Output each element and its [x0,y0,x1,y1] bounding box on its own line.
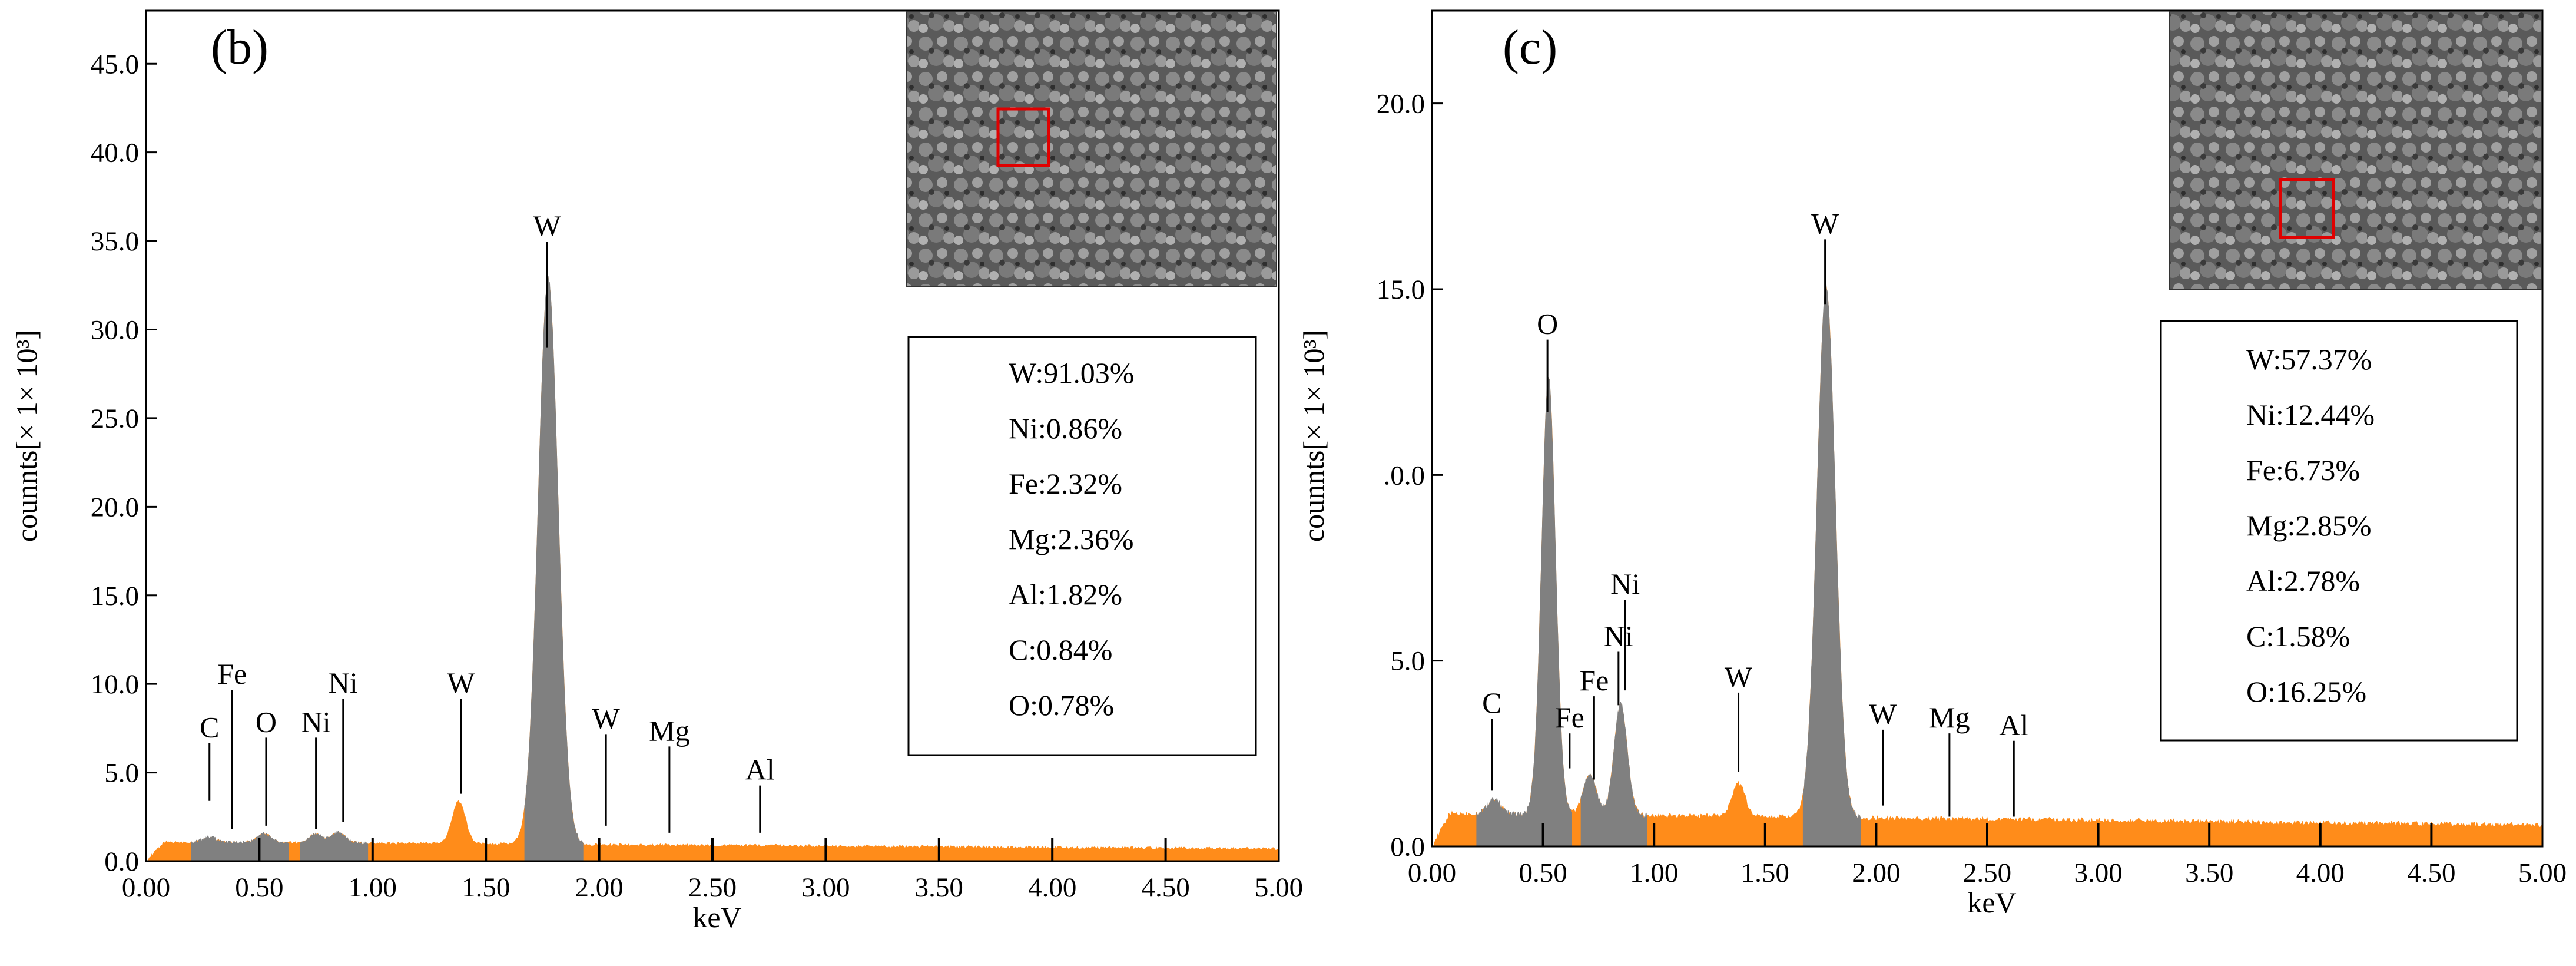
x-axis-title: keV [692,901,741,934]
x-tick-label: 0.50 [1519,858,1567,888]
x-tick-label: 1.00 [1630,858,1678,888]
peak-label-ni: Ni [329,666,358,699]
x-tick-label: 0.00 [1408,858,1456,888]
x-tick-label: 2.00 [1852,858,1900,888]
y-tick-label: 25.0 [91,403,139,434]
y-tick-label: 40.0 [91,138,139,168]
peak-label-al: Al [1999,709,2028,742]
y-tick-label: 45.0 [91,49,139,80]
sem-inset-image [2169,11,2542,290]
x-tick-label: 5.00 [1255,872,1303,903]
sem-inset-image [906,11,1277,287]
x-tick-label: 2.50 [1963,858,2011,888]
x-tick-label: 0.00 [122,872,170,903]
composition-entry: Al:1.82% [1009,578,1122,611]
peak-label-mg: Mg [649,714,689,747]
x-tick-label: 4.50 [1141,872,1189,903]
peak-label-mg: Mg [1929,701,1970,734]
y-tick-label: 20.0 [1377,89,1425,120]
x-tick-label: 3.50 [2185,858,2233,888]
composition-entry: C:0.84% [1009,633,1112,666]
peak-label-fe: Fe [1555,701,1584,734]
peak-label-ni: Ni [1610,567,1640,600]
sem-selection-box [996,107,1050,167]
peak-label-w: W [1811,207,1839,240]
peak-region-0 [1476,377,1572,846]
x-tick-label: 5.00 [2518,858,2567,888]
composition-entry: Fe:6.73% [2246,454,2360,487]
x-tick-label: 1.00 [349,872,397,903]
composition-entry: W:57.37% [2246,343,2372,376]
composition-entry: Ni:0.86% [1009,412,1122,445]
chart-panel-c: 0.00 0.50 1.00 1.50 2.00 2.50 3.00 3.50 4.00 4.50… [1297,9,2567,919]
peak-label-c: C [1482,686,1501,719]
x-tick-label: 0.50 [235,872,283,903]
peak-label-ni: Ni [1604,619,1633,652]
composition-entry: C:1.58% [2246,620,2350,653]
peak-label-w: W [533,209,561,242]
peak-label-o: O [256,705,277,738]
x-tick-label: 1.50 [462,872,510,903]
y-tick-label: 15.0 [1377,274,1425,305]
x-axis-title: keV [1967,886,2016,919]
composition-entry: Mg:2.36% [1009,522,1134,555]
peak-label-fe: Fe [217,657,247,690]
y-tick-label: 20.0 [91,492,139,522]
y-tick-label: 0.0 [1390,832,1425,862]
peak-region-2 [524,276,584,862]
composition-entry: Mg:2.85% [2246,509,2372,542]
peak-label-w: W [1869,697,1897,730]
x-tick-label: 3.00 [801,872,850,903]
x-tick-label: 1.50 [1741,858,1789,888]
composition-entry: Al:2.78% [2246,564,2360,597]
y-tick-label: 30.0 [91,315,139,346]
composition-box [2160,320,2518,742]
y-tick-label: 5.0 [104,758,139,789]
peak-label-ni: Ni [301,705,331,738]
composition-entry: Fe:2.32% [1009,467,1122,500]
composition-entry: O:0.78% [1009,689,1114,722]
y-axis-title: counnts[× 1× 10³] [1297,330,1330,542]
peak-label-fe: Fe [1579,664,1609,697]
peak-label-w: W [592,702,621,735]
composition-entry: Ni:12.44% [2246,398,2375,431]
x-tick-label: 4.00 [2296,858,2345,888]
peak-region-1 [1580,702,1647,846]
peak-label-w: W [1725,660,1753,693]
sem-selection-box [2279,178,2335,239]
peak-region-1 [300,831,369,861]
y-tick-label: 15.0 [91,581,139,611]
peak-region-2 [1802,284,1861,846]
x-tick-label: 4.00 [1028,872,1076,903]
y-tick-label: 10.0 [91,669,139,700]
x-tick-label: 2.50 [688,872,737,903]
y-tick-label: 5.0 [1390,646,1425,677]
y-tick-label: .0.0 [1384,460,1425,491]
peak-label-o: O [1537,307,1558,340]
y-axis-title: counnts[× 1× 10³] [10,330,43,542]
peak-label-w: W [447,666,475,699]
chart-panel-b: 0.00 0.50 1.00 1.50 2.00 2.50 3.00 3.50 4.00 4.50… [10,9,1303,934]
x-tick-label: 3.50 [915,872,963,903]
y-tick-label: 35.0 [91,226,139,257]
composition-box [907,336,1257,756]
peak-label-al: Al [745,753,775,786]
peak-label-c: C [200,710,219,743]
composition-entry: O:16.25% [2246,675,2366,708]
panel-label: (b) [211,20,268,75]
composition-entry: W:91.03% [1009,356,1134,389]
panel-label: (c) [1503,20,1557,75]
peak-region-0 [191,832,289,861]
x-tick-label: 2.00 [575,872,623,903]
y-tick-label: 0.0 [104,846,139,877]
x-tick-label: 4.50 [2407,858,2455,888]
x-tick-label: 3.00 [2074,858,2122,888]
